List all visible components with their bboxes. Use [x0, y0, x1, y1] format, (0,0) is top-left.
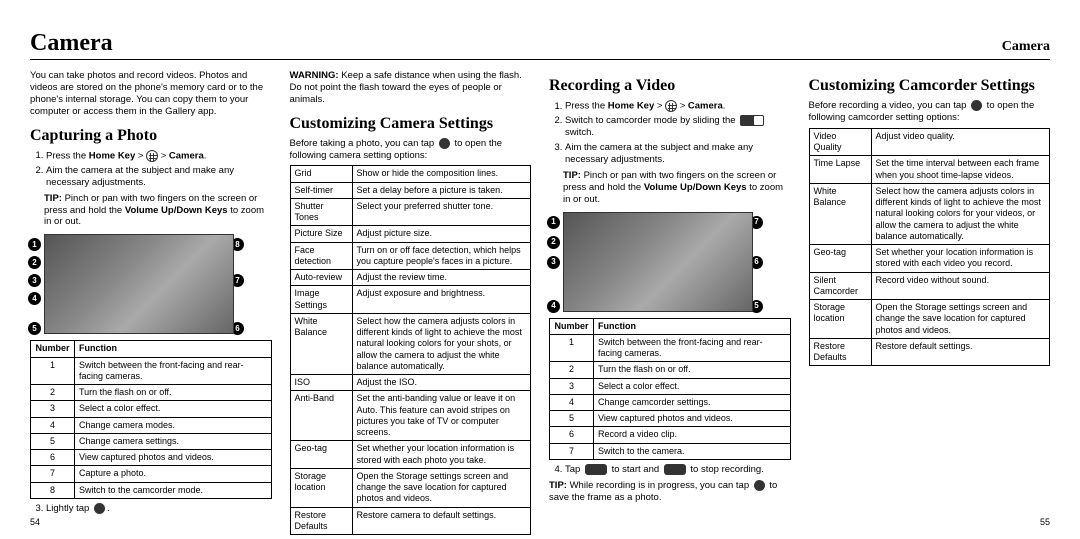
table-row: Geo-tagSet whether your location informa… [809, 245, 1050, 273]
column-2: WARNING: Keep a safe distance when using… [290, 70, 532, 539]
photo-controls-table: NumberFunction 1Switch between the front… [30, 340, 272, 499]
heading-capturing-photo: Capturing a Photo [30, 126, 272, 146]
gear-icon [439, 138, 450, 149]
record-stop-icon [664, 464, 686, 475]
table-row: Video QualityAdjust video quality. [809, 128, 1050, 156]
table-row: 5Change camera settings. [31, 433, 272, 449]
callout-2: 2 [547, 236, 560, 249]
table-row: 6Record a video clip. [550, 427, 791, 443]
table-row: Auto-reviewAdjust the review time. [290, 270, 531, 286]
table-row: 3Select a color effect. [550, 378, 791, 394]
heading-camcorder-settings: Customizing Camcorder Settings [809, 76, 1051, 96]
header-title-left: Camera [30, 30, 113, 57]
table-row: 4Change camcorder settings. [550, 394, 791, 410]
camcorder-settings-intro: Before recording a video, you can tap to… [809, 100, 1051, 124]
page-header: Camera Camera [30, 30, 1050, 60]
photo-steps-cont: Lightly tap . [30, 503, 272, 515]
settings-intro: Before taking a photo, you can tap to op… [290, 138, 532, 162]
table-row: GridShow or hide the composition lines. [290, 166, 531, 182]
callout-1: 1 [547, 216, 560, 229]
video-controls-table: NumberFunction 1Switch between the front… [549, 318, 791, 460]
table-row: Anti-BandSet the anti-banding value or l… [290, 391, 531, 441]
shutter-icon [94, 503, 105, 514]
page-number-right: 55 [1040, 517, 1050, 527]
camera-screenshot [44, 234, 234, 334]
video-steps: Press the Home Key > > Camera. Switch to… [549, 100, 791, 166]
table-row: White BalanceSelect how the camera adjus… [809, 183, 1050, 244]
table-row: 5View captured photos and videos. [550, 411, 791, 427]
camera-settings-table: GridShow or hide the composition lines. … [290, 165, 532, 535]
table-row: ISOAdjust the ISO. [290, 375, 531, 391]
mode-switch-icon [740, 115, 764, 126]
table-row: 2Turn the flash on or off. [31, 385, 272, 401]
th-function: Function [75, 341, 272, 357]
table-row: Storage locationOpen the Storage setting… [290, 468, 531, 507]
table-row: Self-timerSet a delay before a picture i… [290, 182, 531, 198]
table-row: White BalanceSelect how the camera adjus… [290, 313, 531, 374]
tip-zoom-video: TIP: Pinch or pan with two fingers on th… [563, 170, 791, 206]
table-row: Geo-tagSet whether your location informa… [290, 441, 531, 469]
step-2: Aim the camera at the subject and make a… [46, 165, 272, 189]
callout-1: 1 [28, 238, 41, 251]
step-4: Tap to start and to stop recording. [565, 464, 791, 476]
heading-camera-settings: Customizing Camera Settings [290, 114, 532, 134]
apps-icon [146, 150, 158, 162]
column-1: You can take photos and record videos. P… [30, 70, 272, 539]
table-row: Face detectionTurn on or off face detect… [290, 242, 531, 270]
th-function: Function [594, 318, 791, 334]
table-row: Time LapseSet the time interval between … [809, 156, 1050, 184]
table-row: 1Switch between the front-facing and rea… [31, 357, 272, 385]
table-row: Restore DefaultsRestore default settings… [809, 338, 1050, 366]
table-row: 1Switch between the front-facing and rea… [550, 334, 791, 362]
step-3: Aim the camera at the subject and make a… [565, 142, 791, 166]
tip-capture-frame: TIP: While recording is in progress, you… [549, 480, 791, 504]
table-row: 4Change camera modes. [31, 417, 272, 433]
gear-icon [971, 100, 982, 111]
step-3: Lightly tap . [46, 503, 272, 515]
column-4: Customizing Camcorder Settings Before re… [809, 70, 1051, 539]
th-number: Number [31, 341, 75, 357]
table-row: Image SettingsAdjust exposure and bright… [290, 286, 531, 314]
th-number: Number [550, 318, 594, 334]
header-title-right: Camera [1002, 39, 1050, 55]
callout-2: 2 [28, 256, 41, 269]
photo-icon [754, 480, 765, 491]
video-steps-cont: Tap to start and to stop recording. [549, 464, 791, 476]
page-number-left: 54 [30, 517, 40, 527]
table-row: 8Switch to the camcorder mode. [31, 482, 272, 498]
heading-recording-video: Recording a Video [549, 76, 791, 96]
camcorder-figure: 1 2 3 4 5 6 7 [553, 212, 763, 312]
callout-4: 4 [547, 300, 560, 313]
column-3: Recording a Video Press the Home Key > >… [549, 70, 791, 539]
table-row: Picture SizeAdjust picture size. [290, 226, 531, 242]
table-row: 7Switch to the camera. [550, 443, 791, 459]
table-row: Shutter TonesSelect your preferred shutt… [290, 198, 531, 226]
intro-text: You can take photos and record videos. P… [30, 70, 272, 118]
table-row: Restore DefaultsRestore camera to defaul… [290, 507, 531, 535]
callout-4: 4 [28, 292, 41, 305]
table-row: Silent CamcorderRecord video without sou… [809, 272, 1050, 300]
warning-text: WARNING: Keep a safe distance when using… [290, 70, 532, 106]
step-2: Switch to camcorder mode by sliding the … [565, 115, 791, 139]
callout-5: 5 [28, 322, 41, 335]
content-columns: You can take photos and record videos. P… [30, 70, 1050, 539]
apps-icon [665, 100, 677, 112]
table-row: 3Select a color effect. [31, 401, 272, 417]
step-1: Press the Home Key > > Camera. [565, 100, 791, 112]
callout-3: 3 [28, 274, 41, 287]
camcorder-settings-table: Video QualityAdjust video quality. Time … [809, 128, 1051, 367]
photo-steps: Press the Home Key > > Camera. Aim the c… [30, 150, 272, 189]
table-row: 6View captured photos and videos. [31, 450, 272, 466]
camera-figure: 1 2 3 4 5 6 7 8 [34, 234, 244, 334]
table-row: 7Capture a photo. [31, 466, 272, 482]
tip-zoom: TIP: Pinch or pan with two fingers on th… [44, 193, 272, 229]
callout-3: 3 [547, 256, 560, 269]
camcorder-screenshot [563, 212, 753, 312]
step-1: Press the Home Key > > Camera. [46, 150, 272, 162]
table-row: Storage locationOpen the Storage setting… [809, 300, 1050, 339]
record-start-icon [585, 464, 607, 475]
table-row: 2Turn the flash on or off. [550, 362, 791, 378]
